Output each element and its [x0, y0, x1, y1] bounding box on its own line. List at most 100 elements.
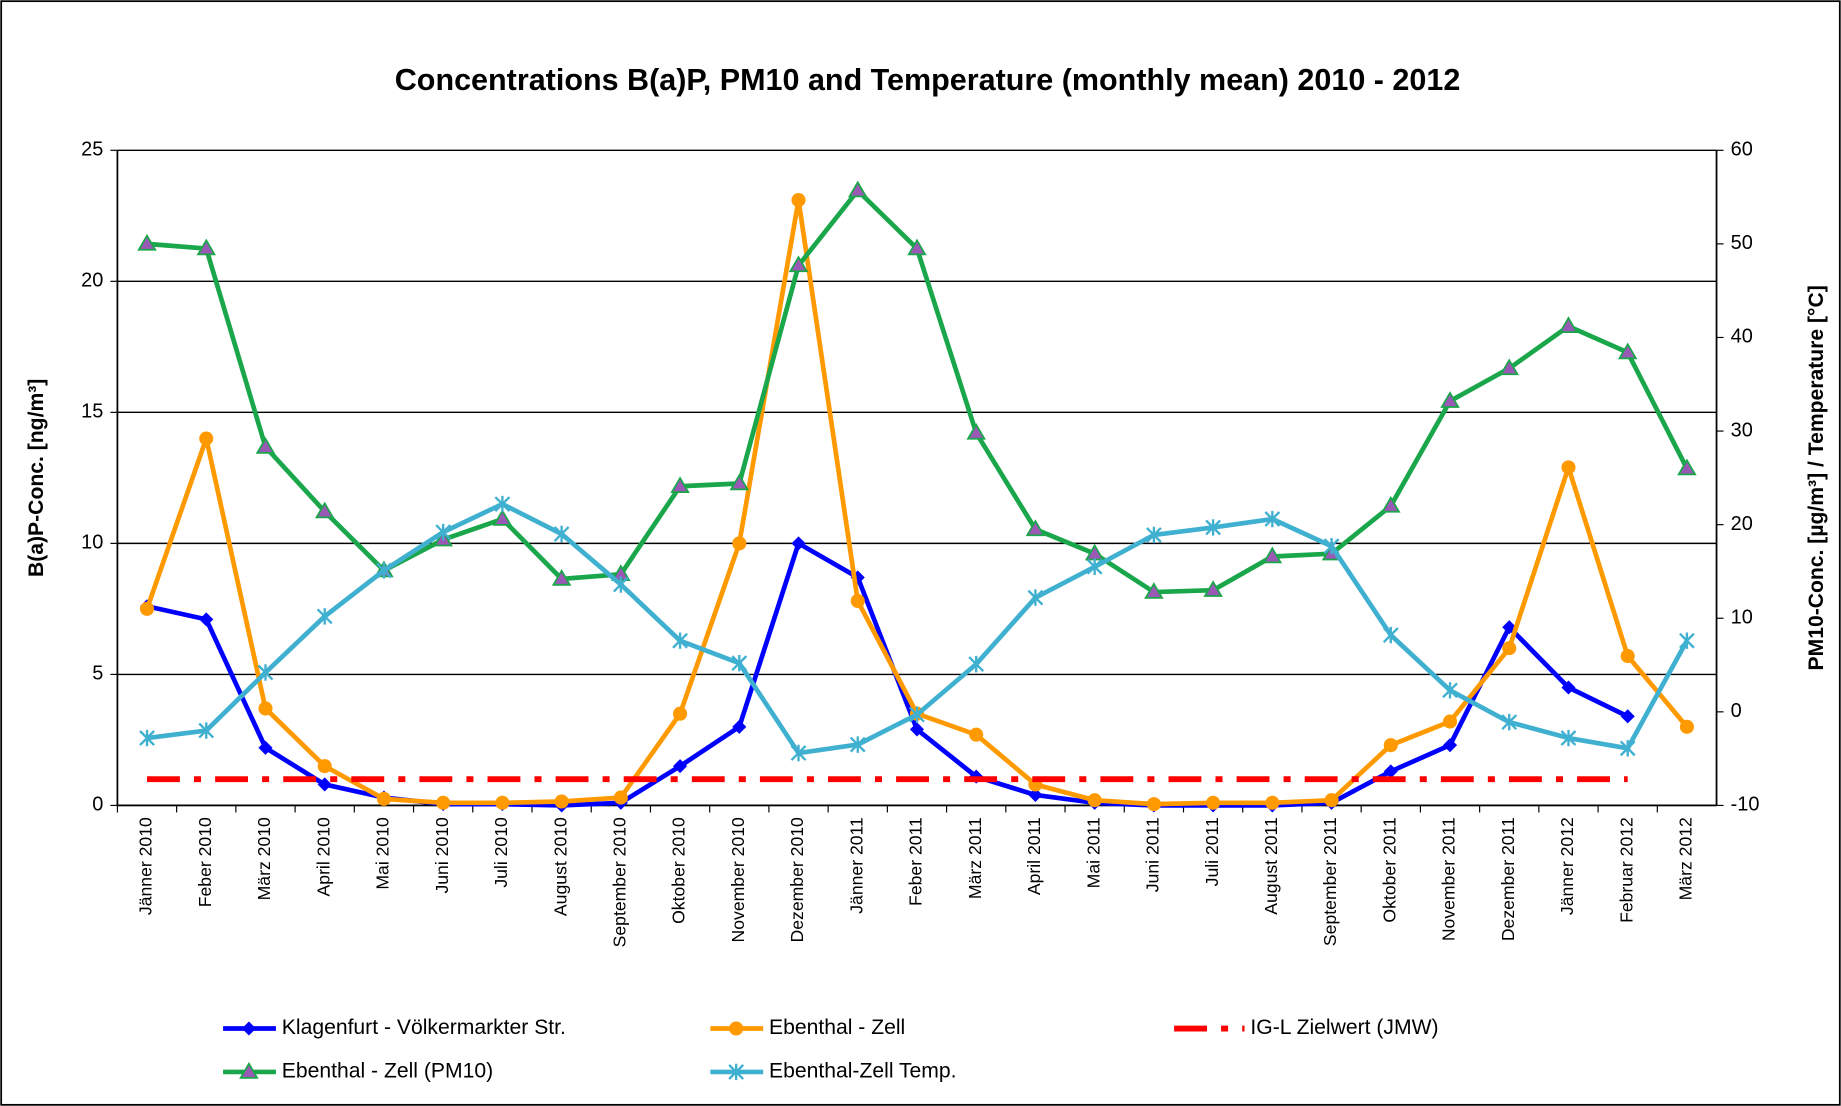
marker: [909, 722, 925, 737]
x-tick-label: September 2010: [610, 817, 630, 947]
marker: [1146, 797, 1161, 812]
chart-title: Concentrations B(a)P, PM10 and Temperatu…: [395, 63, 1461, 97]
marker: [1383, 738, 1398, 753]
y2-tick-label: 10: [1731, 607, 1753, 629]
marker: [1264, 510, 1281, 528]
marker: [729, 473, 750, 491]
marker: [554, 794, 569, 809]
x-tick-label: August 2011: [1261, 817, 1281, 915]
marker: [1619, 740, 1636, 757]
marker: [317, 759, 332, 774]
y-tick-label: 20: [81, 270, 103, 292]
marker: [436, 795, 451, 810]
marker: [435, 523, 452, 541]
marker: [732, 719, 747, 734]
marker: [613, 790, 628, 805]
marker: [1501, 713, 1518, 731]
marker: [258, 701, 273, 716]
marker: [1382, 626, 1399, 644]
marker: [1086, 558, 1103, 575]
marker: [1679, 719, 1694, 734]
y2-axis-label: PM10-Conc. [µg/m³] / Temperature [°C]: [1805, 285, 1828, 670]
marker: [1499, 358, 1519, 376]
legend-item: IG-L Zielwert (JMW): [1174, 1016, 1439, 1039]
marker: [909, 706, 925, 723]
x-tick-label: Juli 2011: [1202, 817, 1222, 886]
x-tick-label: März 2012: [1676, 817, 1696, 900]
legend-label: Ebenthal - Zell (PM10): [282, 1060, 493, 1083]
legend-item: Klagenfurt - Völkermarkter Str.: [223, 1016, 566, 1039]
marker: [257, 664, 274, 681]
x-tick-label: April 2010: [313, 817, 333, 897]
x-tick-label: Jänner 2012: [1557, 817, 1577, 915]
x-tick-label: Feber 2011: [906, 817, 926, 906]
marker: [1324, 793, 1339, 808]
marker: [673, 759, 688, 774]
marker: [241, 1021, 256, 1036]
marker: [1381, 495, 1401, 513]
x-tick-label: Dezember 2010: [787, 817, 807, 943]
legend-item: Ebenthal - Zell: [710, 1016, 905, 1039]
marker: [199, 431, 214, 446]
marker: [1206, 795, 1221, 810]
marker: [731, 654, 748, 672]
marker: [1442, 682, 1458, 699]
marker: [1620, 649, 1635, 664]
marker: [612, 576, 629, 593]
marker: [907, 238, 927, 256]
x-tick-label: Feber 2010: [195, 817, 215, 907]
x-tick-label: Juli 2010: [491, 817, 511, 888]
marker: [1265, 795, 1280, 810]
marker: [1679, 632, 1695, 649]
marker: [1561, 680, 1576, 695]
marker: [1025, 519, 1046, 537]
marker: [673, 706, 688, 721]
legend-item: Ebenthal-Zell Temp.: [710, 1060, 957, 1083]
marker: [551, 568, 572, 586]
marker: [847, 180, 868, 198]
marker: [1146, 526, 1162, 544]
marker: [791, 193, 806, 208]
marker: [139, 601, 155, 616]
marker: [850, 593, 865, 609]
marker: [492, 509, 513, 526]
y-axis-label: B(a)P-Conc. [ng/m³]: [25, 379, 48, 577]
y2-tick-label: -10: [1731, 794, 1760, 816]
marker: [1205, 519, 1221, 536]
marker: [728, 1063, 745, 1081]
marker: [968, 655, 985, 673]
marker: [1502, 641, 1517, 656]
x-tick-label: Jänner 2010: [136, 817, 156, 915]
marker: [790, 744, 807, 762]
marker: [969, 727, 984, 742]
x-tick-label: Mai 2011: [1083, 817, 1103, 888]
y2-tick-label: 30: [1731, 419, 1753, 441]
marker: [1677, 458, 1697, 476]
marker: [791, 536, 806, 551]
marker: [1620, 709, 1635, 724]
marker: [788, 255, 809, 273]
marker: [672, 632, 688, 649]
marker: [849, 736, 866, 753]
x-tick-label: November 2010: [728, 817, 748, 943]
x-tick-label: Mai 2010: [373, 817, 393, 890]
marker: [729, 1021, 744, 1036]
legend-label: Klagenfurt - Völkermarkter Str.: [282, 1016, 566, 1039]
y2-tick-label: 20: [1731, 513, 1753, 535]
y2-tick-label: 50: [1731, 232, 1753, 254]
marker: [495, 795, 510, 810]
marker: [732, 536, 747, 551]
x-tick-label: Dezember 2011: [1498, 817, 1518, 941]
marker: [1144, 582, 1164, 599]
y2-tick-label: 40: [1731, 326, 1753, 348]
marker: [1087, 793, 1102, 808]
x-tick-label: August 2010: [550, 817, 570, 916]
y-tick-label: 10: [81, 532, 103, 554]
x-tick-label: Juni 2011: [1143, 817, 1163, 892]
marker: [316, 608, 333, 625]
marker: [376, 562, 392, 579]
marker: [670, 476, 690, 494]
marker: [966, 422, 986, 440]
